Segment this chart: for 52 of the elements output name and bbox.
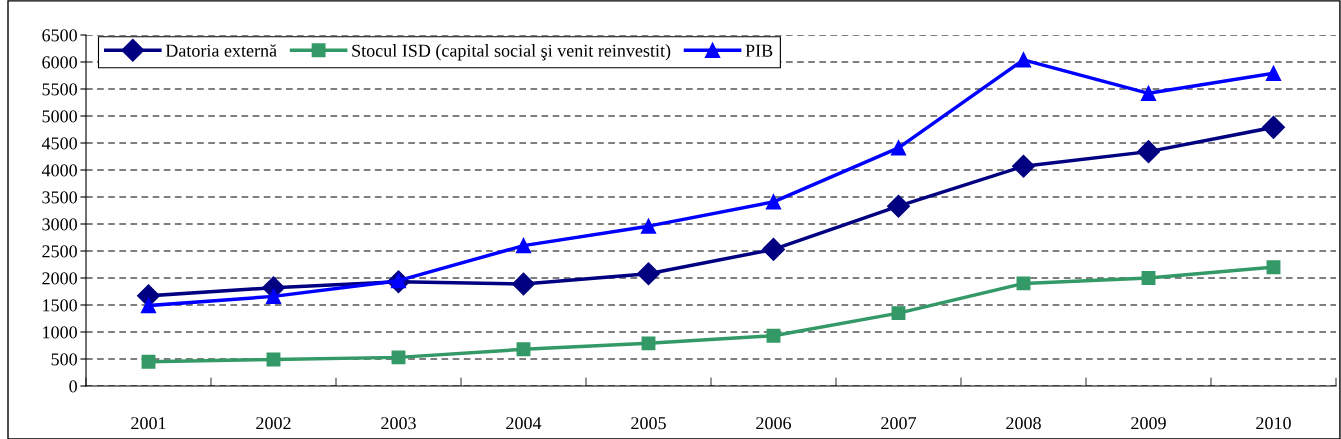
point [512, 272, 535, 296]
y-tick-label: 5000 [42, 110, 77, 123]
point [391, 350, 406, 365]
point [1137, 140, 1160, 164]
x-tick-label: 2001 [131, 417, 166, 430]
y-tick-label: 6500 [42, 29, 77, 42]
point [1016, 276, 1031, 291]
x-tick-label: 2002 [256, 417, 291, 430]
x-tick-label: 2006 [756, 417, 792, 430]
point [1141, 271, 1156, 285]
y-tick-label: 3500 [42, 191, 77, 204]
point [265, 288, 282, 304]
y-tick-label: 0 [69, 380, 77, 393]
point [640, 218, 657, 234]
point [1265, 65, 1282, 81]
point [1262, 115, 1285, 139]
y-tick-label: 4500 [41, 137, 77, 150]
y-tick-label: 500 [51, 353, 77, 366]
legend-label: Datoria externă [165, 44, 277, 57]
x-tick-label: 2004 [506, 417, 542, 430]
point [766, 328, 781, 343]
x-tick-label: 2005 [631, 417, 666, 430]
x-tick-label: 2007 [881, 417, 917, 430]
point [891, 306, 906, 321]
point [140, 297, 157, 314]
y-tick-label: 1000 [43, 326, 77, 339]
y-tick-label: 1500 [43, 299, 77, 312]
point [141, 354, 156, 369]
y-tick-label: 2000 [42, 272, 77, 285]
point [1140, 85, 1157, 101]
x-tick-label: 2009 [1131, 417, 1166, 430]
legend-label: Stocul ISD (capital social şi venit reinvestit) [352, 44, 671, 61]
point [515, 237, 532, 254]
y-tick-label: 2500 [42, 245, 77, 258]
point [1015, 52, 1032, 68]
point [1266, 260, 1281, 275]
y-tick-label: 4000 [41, 164, 77, 177]
x-tick-label: 2003 [381, 417, 416, 430]
point [637, 262, 660, 286]
y-tick-label: 6000 [42, 56, 77, 69]
point [641, 336, 656, 351]
point [516, 342, 531, 357]
x-tick-label: 2008 [1006, 417, 1041, 430]
y-tick-label: 5500 [42, 83, 77, 96]
point [887, 194, 910, 218]
point [762, 237, 785, 261]
legend-label: PIB [745, 44, 773, 57]
x-tick-label: 2010 [1256, 417, 1291, 430]
point [765, 194, 782, 210]
point [890, 140, 907, 156]
y-tick-label: 3000 [42, 218, 77, 231]
point [1012, 154, 1035, 178]
